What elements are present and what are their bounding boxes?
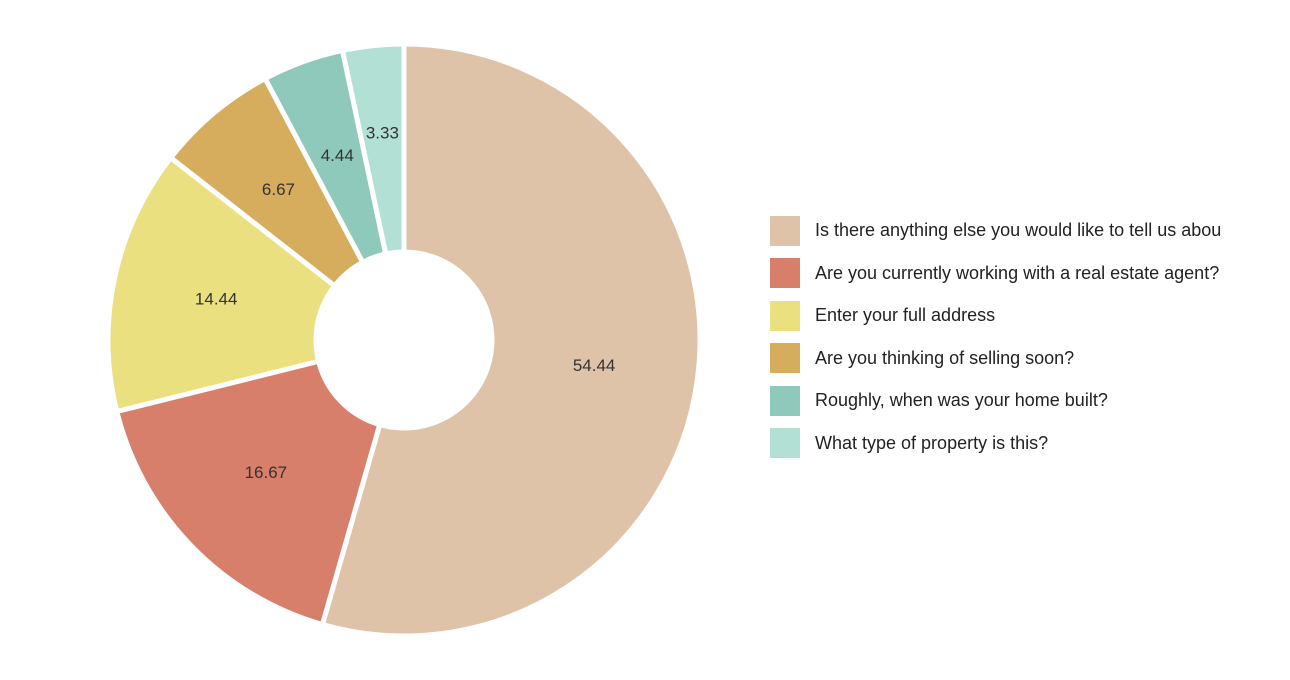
legend-swatch (770, 216, 800, 246)
legend-item[interactable]: Roughly, when was your home built? (770, 385, 1270, 416)
legend-item[interactable]: Are you currently working with a real es… (770, 258, 1270, 288)
legend-item[interactable]: Are you thinking of selling soon? (770, 343, 1270, 373)
legend-swatch (770, 428, 800, 458)
slice-data-label: 14.44 (195, 290, 238, 309)
legend-swatch (770, 385, 800, 416)
legend-item[interactable]: What type of property is this? (770, 428, 1270, 458)
legend-label: Are you currently working with a real es… (815, 262, 1220, 283)
legend-label: Enter your full address (815, 305, 996, 325)
slice-data-label: 4.44 (321, 146, 354, 165)
chart-legend: Is there anything else you would like to… (770, 216, 1270, 471)
donut-slice[interactable] (319, 41, 703, 639)
legend-label: What type of property is this? (815, 432, 1049, 453)
legend-item[interactable]: Is there anything else you would like to… (770, 216, 1270, 246)
legend-label: Is there anything else you would like to… (815, 220, 1222, 240)
donut-slice[interactable] (340, 41, 407, 257)
legend-item[interactable]: Enter your full address (770, 300, 1270, 331)
slice-data-label: 3.33 (366, 123, 399, 142)
legend-label: Roughly, when was your home built? (815, 390, 1108, 410)
slice-data-label: 16.67 (245, 463, 288, 482)
donut-slice[interactable] (105, 155, 338, 415)
donut-slice[interactable] (114, 358, 383, 628)
legend-swatch (770, 300, 800, 331)
slice-data-label: 54.44 (573, 356, 616, 375)
slice-data-label: 6.67 (262, 180, 295, 199)
legend-swatch (770, 258, 800, 288)
legend-swatch (770, 343, 800, 373)
legend-label: Are you thinking of selling soon? (815, 347, 1075, 368)
